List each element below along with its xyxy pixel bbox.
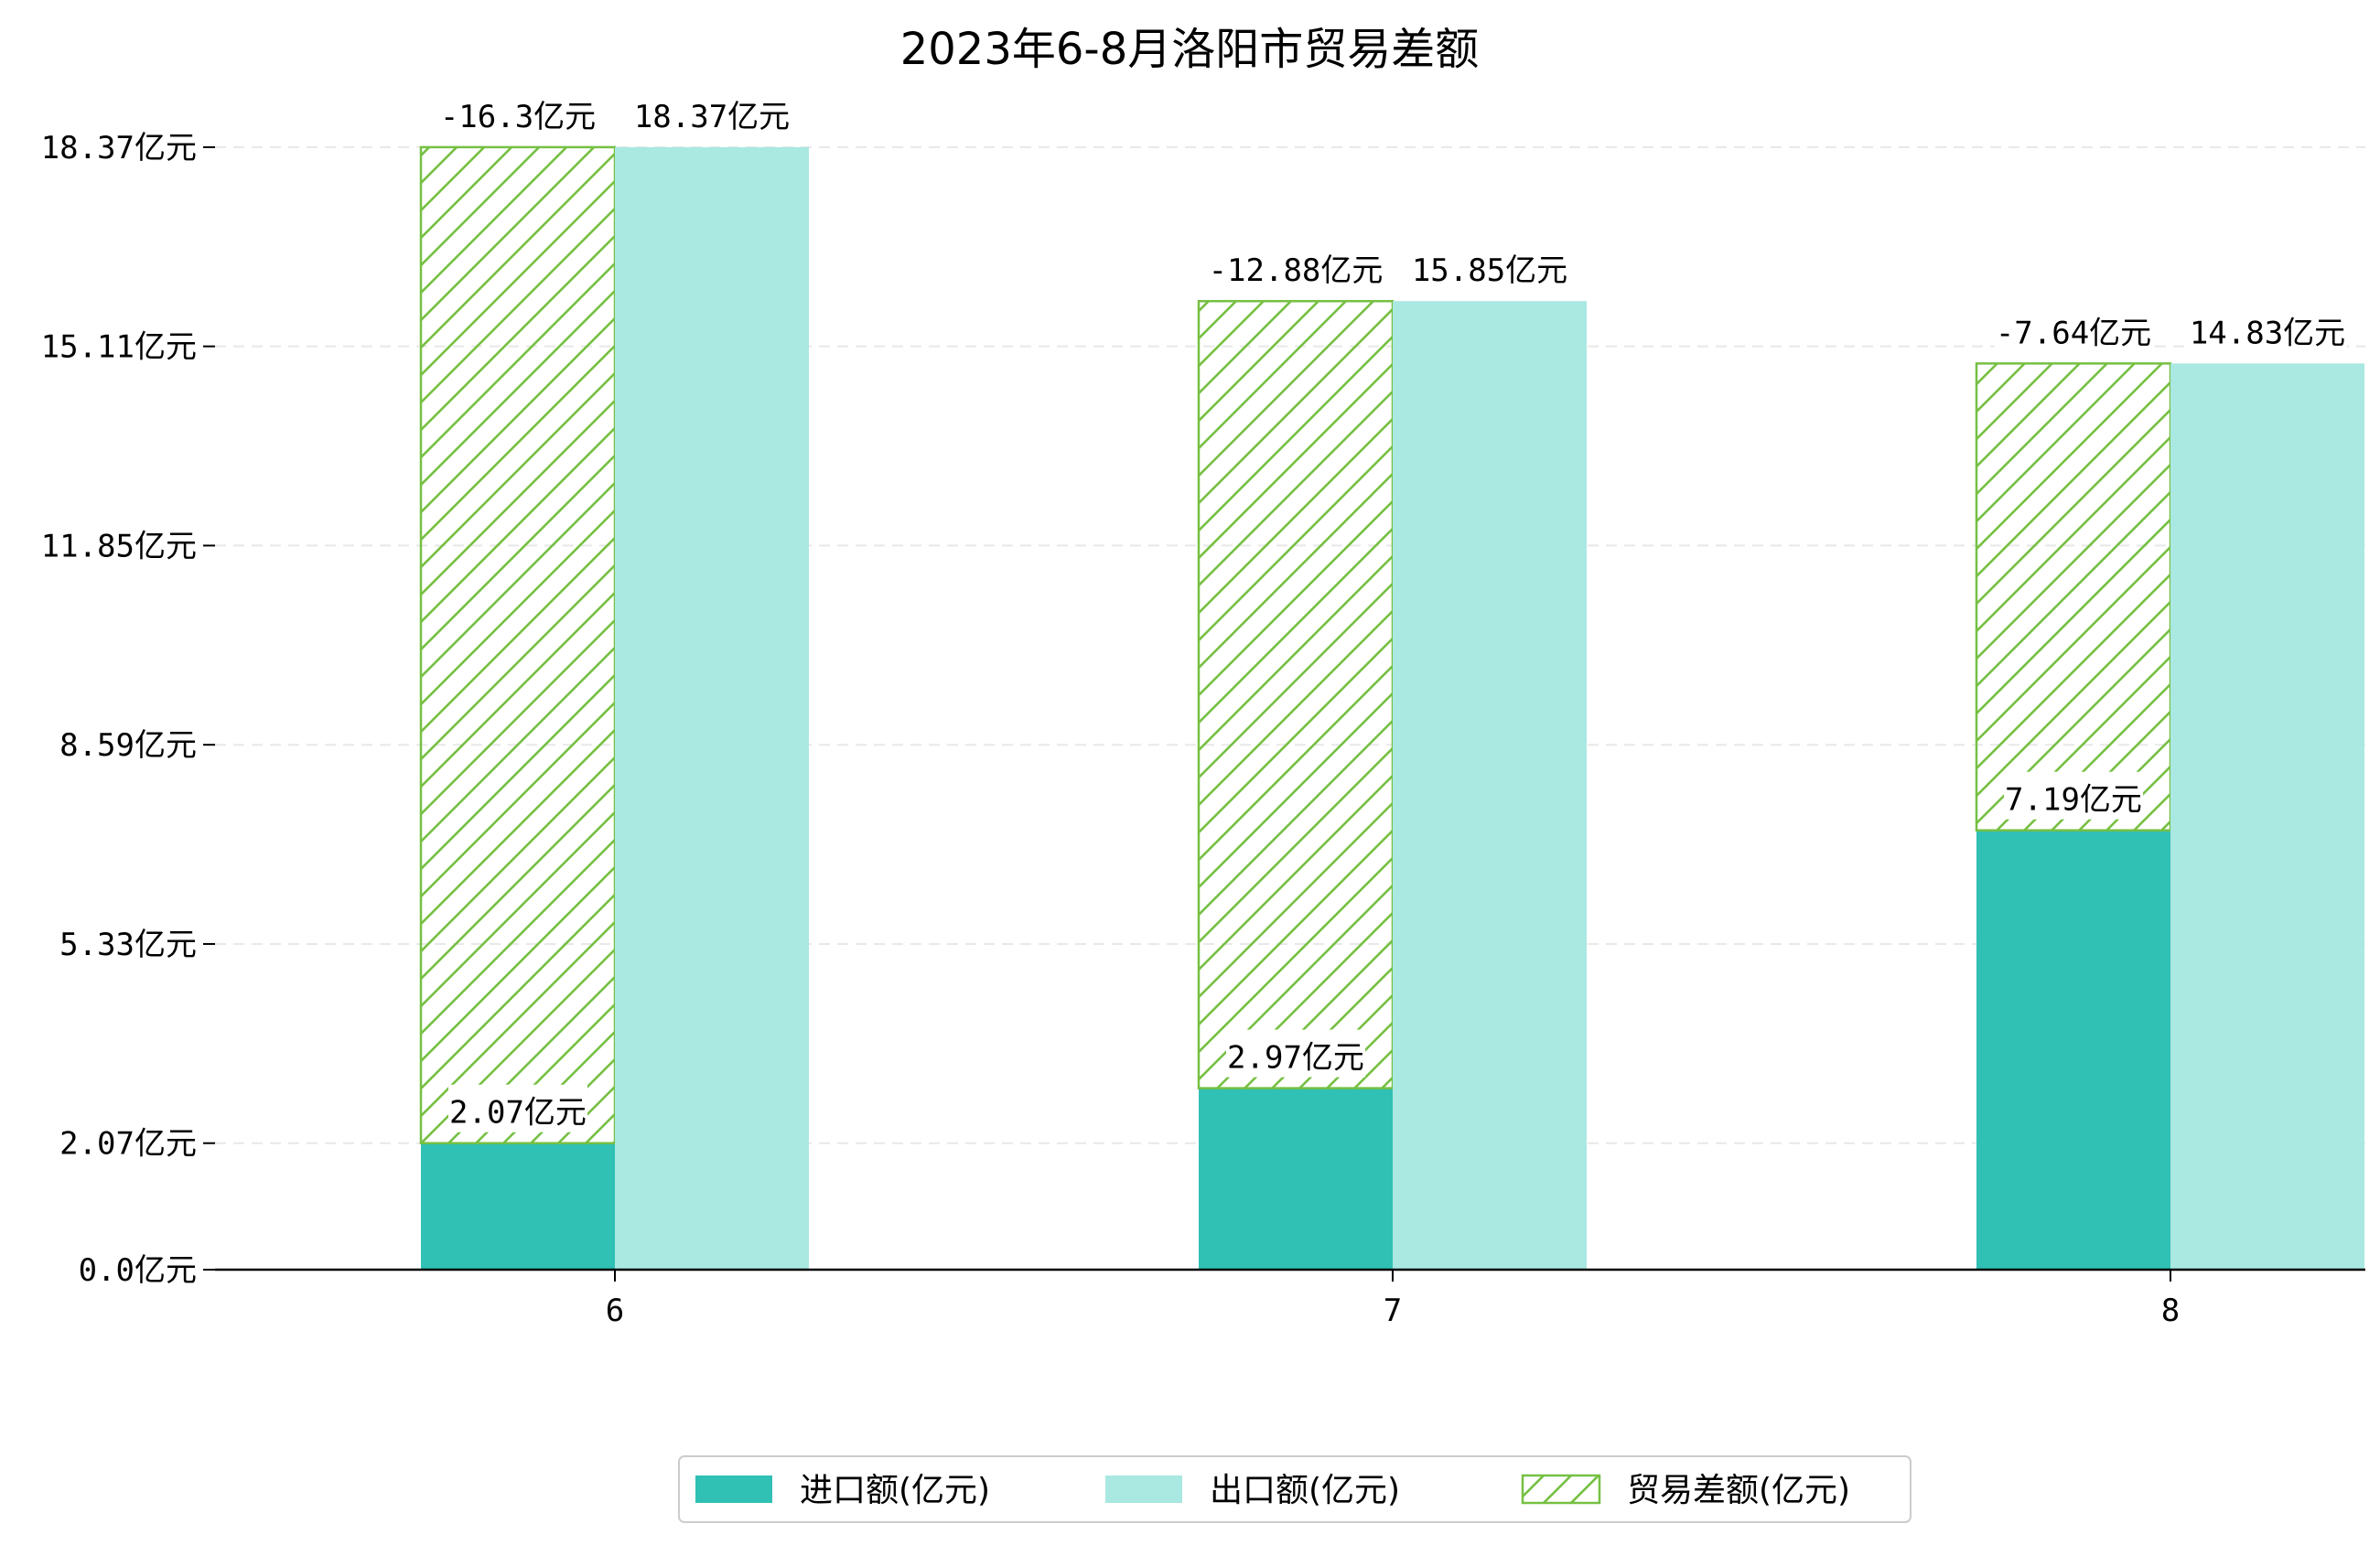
bars xyxy=(419,145,2364,1271)
y-axis: 0.0亿元 2.07亿元 5.33亿元 8.59亿元 11.85亿元 15.11亿元 18.… xyxy=(41,130,215,1289)
y-tick-label: 18.37亿元 xyxy=(41,130,197,166)
export-bar xyxy=(615,146,809,1270)
import-bar xyxy=(421,1143,615,1270)
legend-swatch-import xyxy=(695,1475,772,1503)
export-bar xyxy=(2170,363,2364,1271)
import-bar xyxy=(1976,830,2170,1270)
y-tick-label: 15.11亿元 xyxy=(41,329,197,366)
legend: 进口额(亿元) 出口额(亿元) 贸易差额(亿元) xyxy=(678,1455,1912,1523)
x-axis: 6 7 8 xyxy=(215,1268,2365,1329)
export-data-label-bg xyxy=(2188,305,2347,353)
export-data-label-bg xyxy=(1410,242,1569,291)
balance-bar xyxy=(1197,299,1395,1089)
legend-label-export: 出口额(亿元) xyxy=(1210,1472,1400,1509)
import-data-label: 2.97亿元 xyxy=(1227,1040,1364,1077)
y-tick-label: 11.85亿元 xyxy=(41,528,197,564)
balance-data-label-bg xyxy=(1207,242,1384,291)
import-bar xyxy=(1199,1088,1393,1270)
x-tick-label: 6 xyxy=(606,1293,624,1329)
import-data-label-bg xyxy=(1226,1029,1365,1078)
y-tick-label: 2.07亿元 xyxy=(59,1126,197,1163)
data-labels: 2.07亿元 -16.3亿元 18.37亿元 2.97亿元 -12.88亿元 15.85亿… xyxy=(438,88,2347,1132)
balance-data-label: -7.64亿元 xyxy=(1996,315,2151,351)
chart-title: 2023年6-8月洛阳市贸易差额 xyxy=(900,24,1480,75)
export-bar xyxy=(1393,301,1587,1271)
balance-data-label-bg xyxy=(1994,305,2153,353)
balance-bar xyxy=(1975,362,2172,832)
import-data-label: 2.07亿元 xyxy=(449,1095,587,1132)
y-tick-label: 0.0亿元 xyxy=(79,1252,197,1289)
legend-label-import: 进口额(亿元) xyxy=(800,1472,990,1509)
x-tick-label: 7 xyxy=(1384,1293,1402,1329)
balance-bar xyxy=(419,145,617,1144)
balance-data-label-bg xyxy=(438,88,598,136)
x-tick-label: 8 xyxy=(2161,1293,2180,1329)
legend-label-balance: 贸易差额(亿元) xyxy=(1627,1472,1850,1509)
y-tick-label: 5.33亿元 xyxy=(59,927,197,963)
import-data-label-bg xyxy=(448,1084,587,1132)
import-data-label: 7.19亿元 xyxy=(2005,782,2142,819)
export-data-label-bg xyxy=(632,88,792,136)
import-data-label-bg xyxy=(2004,771,2143,820)
export-data-label: 14.83亿元 xyxy=(2190,315,2345,351)
legend-frame xyxy=(678,1455,1912,1523)
y-tick-label: 8.59亿元 xyxy=(59,727,197,764)
axes: 0.0亿元 2.07亿元 5.33亿元 8.59亿元 11.85亿元 15.11亿元 18.… xyxy=(41,130,2365,1329)
export-data-label: 15.85亿元 xyxy=(1412,252,1567,289)
legend-swatch-balance xyxy=(1521,1474,1601,1505)
balance-data-label: -12.88亿元 xyxy=(1209,252,1384,289)
export-data-label: 18.37亿元 xyxy=(634,99,790,135)
legend-swatch-export xyxy=(1105,1475,1182,1503)
balance-data-label: -16.3亿元 xyxy=(440,99,596,135)
